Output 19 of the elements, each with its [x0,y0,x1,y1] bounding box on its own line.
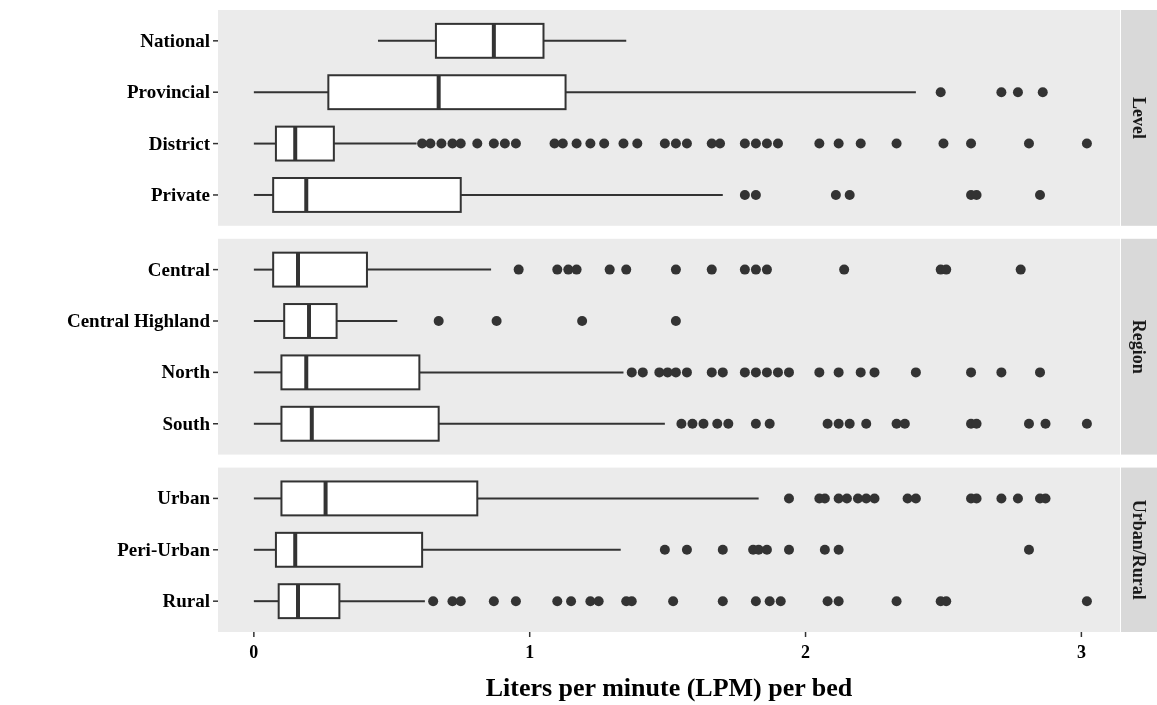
y-tick-label: South [162,412,211,434]
y-tick-label: National [140,29,210,51]
y2-axis-title: Level [1129,96,1149,139]
y2-axis-title: Region [1129,319,1149,374]
y-tick-label: Private [150,183,210,205]
y-tick-label: Rural [162,590,210,612]
y-tick-label: Central [147,258,210,280]
y-tick-label: Urban [157,487,211,509]
y-tick-label: Peri-Urban [117,538,211,560]
x-tick-label: 0 [249,642,259,662]
y-tick-label: District [148,132,211,154]
x-tick-label: 1 [525,642,535,662]
x-tick-label: 2 [801,642,811,662]
y2-axis-title: Urban/Rural [1129,499,1149,600]
y-tick-label: North [161,361,211,383]
x-axis-title: Liters per minute (LPM) per bed [485,673,853,702]
x-tick-label: 3 [1076,642,1086,662]
y-tick-label: Provincial [126,81,210,103]
y-tick-label: Central Highland [66,310,211,331]
